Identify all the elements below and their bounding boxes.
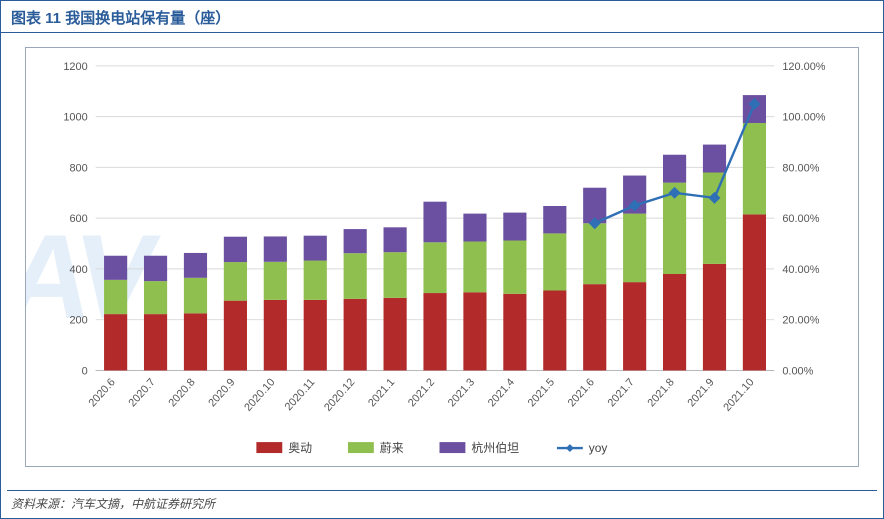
- bar-segment: [743, 123, 766, 214]
- x-tick-label: 2021.9: [685, 376, 716, 409]
- x-tick-label: 2021.10: [721, 376, 756, 413]
- svg-text:0: 0: [82, 365, 88, 377]
- bar-segment: [703, 145, 726, 173]
- x-tick-label: 2020.8: [166, 376, 197, 409]
- x-tick-label: 2020.9: [206, 376, 237, 409]
- x-tick-label: 2020.10: [242, 376, 277, 413]
- bar-segment: [224, 262, 247, 301]
- x-tick-label: 2020.7: [126, 376, 157, 409]
- legend-label: 奥动: [288, 441, 312, 455]
- x-tick-label: 2020.12: [322, 376, 357, 413]
- bar-segment: [623, 282, 646, 370]
- bar-segment: [304, 261, 327, 300]
- bar-segment: [264, 300, 287, 371]
- svg-text:1200: 1200: [63, 61, 87, 73]
- svg-text:200: 200: [69, 315, 87, 327]
- svg-text:20.00%: 20.00%: [782, 315, 819, 327]
- bar-segment: [344, 229, 367, 253]
- bar-segment: [344, 299, 367, 371]
- bar-segment: [384, 298, 407, 371]
- bar-segment: [224, 301, 247, 371]
- svg-text:120.00%: 120.00%: [782, 61, 825, 73]
- x-tick-label: 2021.6: [566, 376, 597, 409]
- bar-segment: [104, 280, 127, 314]
- bar-segment: [503, 294, 526, 371]
- bar-segment: [344, 253, 367, 299]
- legend-label: 蔚来: [380, 441, 404, 455]
- bar-segment: [743, 214, 766, 370]
- x-tick-label: 2021.4: [486, 376, 517, 409]
- svg-text:400: 400: [69, 264, 87, 276]
- bar-segment: [184, 253, 207, 278]
- bar-segment: [423, 242, 446, 293]
- bar-segment: [184, 278, 207, 314]
- bar-segment: [543, 206, 566, 233]
- bar-segment: [663, 274, 686, 370]
- bar-segment: [384, 252, 407, 298]
- x-tick-label: 2021.3: [446, 376, 477, 409]
- chart-area: AV 0200400600800100012000.00%20.00%40.00…: [25, 47, 859, 467]
- svg-text:40.00%: 40.00%: [782, 264, 819, 276]
- svg-text:600: 600: [69, 213, 87, 225]
- bar-segment: [703, 264, 726, 371]
- svg-text:100.00%: 100.00%: [782, 112, 825, 124]
- bar-segment: [384, 227, 407, 252]
- chart-svg: 0 200 400 600 800 1000 1200 0.00% 20.00% 40.00% 60…: [26, 48, 858, 466]
- x-tick-label: 2020.11: [283, 376, 318, 413]
- x-tick-label: 2021.7: [606, 376, 637, 409]
- svg-text:800: 800: [69, 162, 87, 174]
- bar-segment: [224, 237, 247, 262]
- bar-segment: [264, 236, 287, 261]
- bar-segment: [304, 236, 327, 261]
- chart-title: 图表 11 我国换电站保有量（座）: [1, 1, 883, 33]
- x-tick-label: 2021.2: [406, 376, 437, 409]
- x-tick-label: 2021.1: [366, 376, 397, 409]
- bar-segment: [543, 233, 566, 290]
- bar-segment: [304, 300, 327, 371]
- svg-text:1000: 1000: [63, 112, 87, 124]
- bar-segment: [583, 223, 606, 284]
- x-tick-label: 2020.6: [87, 376, 118, 409]
- x-tick-label: 2021.8: [645, 376, 676, 409]
- bar-segment: [463, 214, 486, 242]
- bar-segment: [104, 256, 127, 280]
- source-line: 资料来源：汽车文摘，中航证券研究所: [7, 490, 877, 516]
- legend-label: yoy: [589, 441, 608, 455]
- bar-segment: [144, 314, 167, 370]
- svg-text:0.00%: 0.00%: [782, 365, 813, 377]
- bar-segment: [703, 173, 726, 264]
- bar-segment: [623, 214, 646, 283]
- bar-segment: [423, 293, 446, 370]
- legend-swatch: [348, 442, 374, 453]
- bar-segment: [184, 313, 207, 370]
- legend-label: 杭州伯坦: [471, 440, 519, 455]
- x-tick-label: 2021.5: [526, 376, 557, 409]
- bar-segment: [663, 155, 686, 183]
- bar-segment: [144, 256, 167, 281]
- legend-swatch: [440, 442, 466, 453]
- bar-segment: [144, 281, 167, 314]
- bar-segment: [463, 292, 486, 370]
- bar-segment: [583, 284, 606, 370]
- bar-segment: [503, 241, 526, 294]
- bar-segment: [104, 314, 127, 370]
- bar-segment: [503, 213, 526, 241]
- bar-segment: [463, 242, 486, 293]
- bar-segment: [264, 262, 287, 300]
- legend-swatch: [256, 442, 282, 453]
- svg-text:60.00%: 60.00%: [782, 213, 819, 225]
- bar-segment: [423, 202, 446, 243]
- bar-segment: [543, 291, 566, 371]
- svg-text:80.00%: 80.00%: [782, 162, 819, 174]
